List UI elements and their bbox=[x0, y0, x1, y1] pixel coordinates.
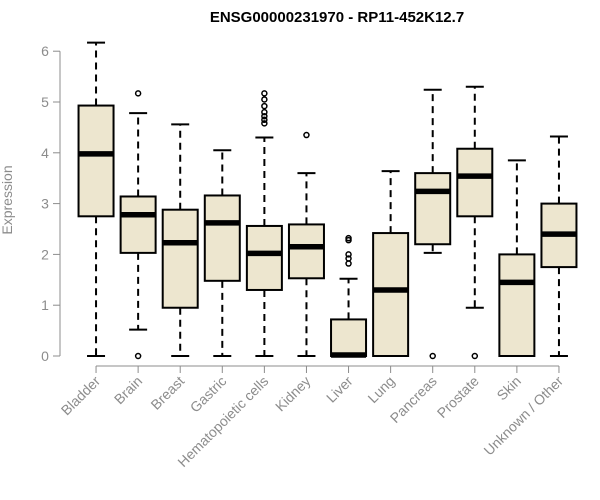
box-group bbox=[372, 170, 410, 357]
x-tick-label: Breast bbox=[147, 373, 187, 413]
outlier-point bbox=[261, 102, 268, 110]
x-tick-label: Pancreas bbox=[387, 373, 440, 426]
box-group bbox=[119, 90, 157, 360]
y-tick-label: 5 bbox=[41, 94, 49, 110]
outlier-point bbox=[345, 234, 352, 242]
y-tick-label: 2 bbox=[41, 246, 49, 262]
box-group bbox=[287, 131, 325, 357]
x-tick-label: Prostate bbox=[434, 373, 482, 421]
iqr-box bbox=[287, 223, 325, 280]
y-tick-label: 6 bbox=[41, 43, 49, 59]
outlier-point bbox=[261, 90, 268, 97]
box-group bbox=[330, 234, 368, 358]
outlier-point bbox=[261, 112, 268, 120]
outlier-point bbox=[134, 352, 142, 360]
iqr-box bbox=[330, 318, 368, 358]
box-group bbox=[498, 159, 536, 357]
box-series bbox=[77, 41, 578, 360]
outlier-point bbox=[471, 352, 479, 360]
box-group bbox=[414, 88, 452, 360]
box-group bbox=[203, 149, 241, 357]
iqr-box bbox=[372, 232, 410, 357]
iqr-box bbox=[498, 253, 536, 357]
outlier-point bbox=[261, 96, 268, 103]
y-tick-label: 4 bbox=[41, 145, 49, 161]
box-group bbox=[245, 90, 283, 357]
outlier-point bbox=[261, 116, 268, 124]
outlier-point bbox=[261, 108, 268, 116]
outlier-point bbox=[429, 352, 436, 360]
outlier-point bbox=[134, 90, 142, 97]
x-tick-label: Brain bbox=[111, 373, 145, 407]
x-tick-label: Skin bbox=[493, 373, 524, 404]
iqr-box bbox=[161, 208, 199, 309]
outlier-point bbox=[261, 120, 268, 127]
box-group bbox=[456, 85, 494, 360]
outlier-point bbox=[345, 260, 352, 267]
chart-title: ENSG00000231970 - RP11-452K12.7 bbox=[210, 9, 464, 26]
iqr-box bbox=[77, 104, 115, 218]
y-tick-label: 1 bbox=[41, 297, 49, 313]
box-group bbox=[161, 123, 199, 357]
iqr-box bbox=[119, 195, 157, 254]
outlier-point bbox=[345, 255, 352, 262]
x-tick-label: Unknown / Other bbox=[480, 373, 566, 459]
outlier-point bbox=[345, 251, 352, 258]
x-tick-label: Kidney bbox=[272, 373, 314, 415]
y-tick-label: 3 bbox=[41, 196, 49, 212]
y-axis: 0 1 2 3 4 5 6 bbox=[41, 43, 61, 364]
x-tick-label: Bladder bbox=[58, 373, 104, 419]
box-group bbox=[77, 41, 115, 357]
iqr-box bbox=[456, 147, 494, 218]
iqr-box bbox=[245, 224, 283, 291]
x-tick-label: Lung bbox=[364, 373, 397, 406]
y-axis-label: Expression bbox=[0, 165, 15, 234]
outlier-point bbox=[303, 131, 310, 139]
y-tick-label: 0 bbox=[41, 348, 49, 364]
iqr-box bbox=[203, 194, 241, 282]
iqr-box bbox=[414, 172, 452, 246]
box-group bbox=[540, 135, 578, 357]
x-tick-label: Liver bbox=[323, 373, 356, 406]
